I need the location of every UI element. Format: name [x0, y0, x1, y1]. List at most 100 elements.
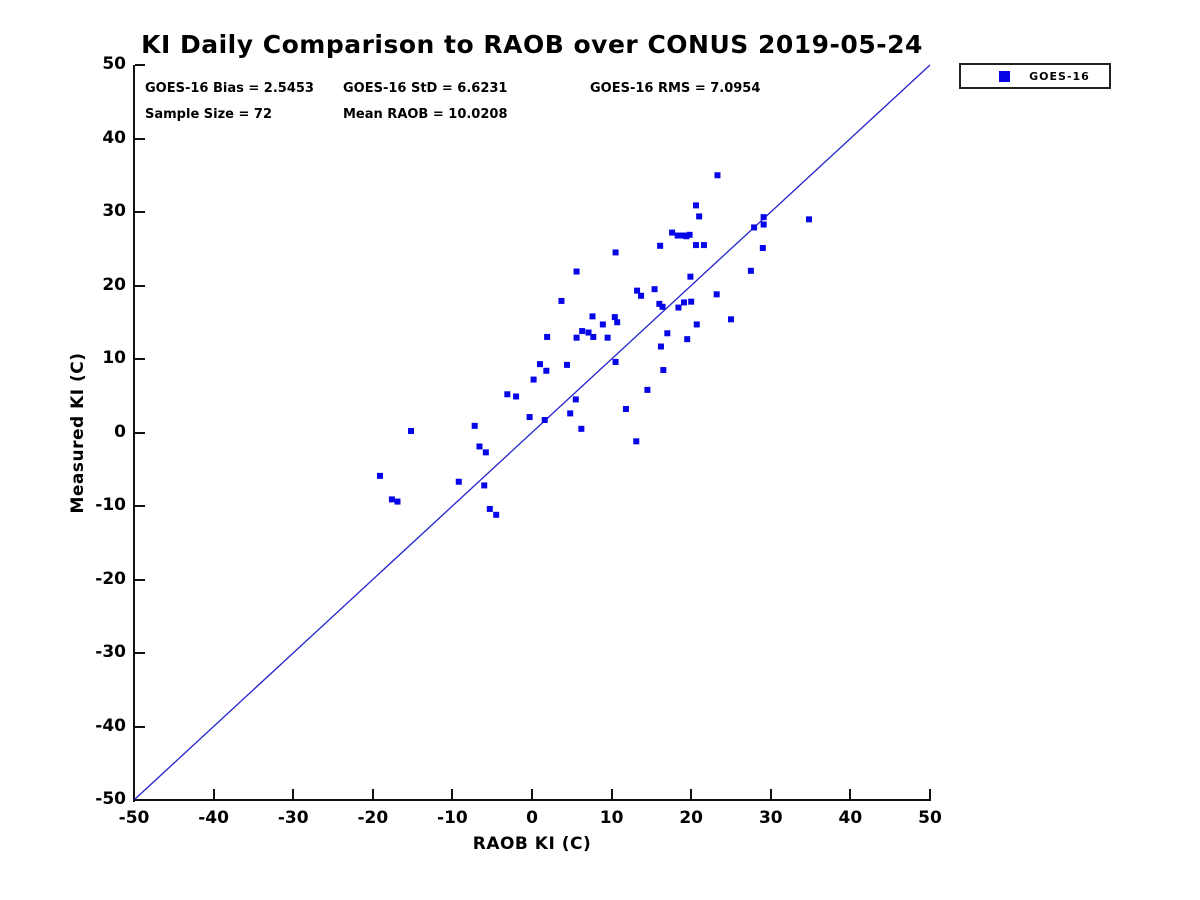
scatter-point: [751, 224, 758, 231]
scatter-point: [612, 358, 619, 365]
scatter-point: [681, 299, 688, 306]
x-tick-label: 50: [918, 808, 942, 828]
stat-sample-size: Sample Size = 72: [145, 107, 273, 122]
y-tick-mark: [135, 358, 145, 360]
y-tick-label: -20: [95, 568, 126, 589]
scatter-point: [684, 336, 691, 343]
scatter-point: [376, 472, 383, 479]
scatter-point: [530, 376, 537, 383]
scatter-point: [760, 221, 767, 228]
scatter-point: [493, 511, 500, 518]
x-tick-label: -10: [437, 808, 468, 828]
scatter-point: [504, 391, 511, 398]
y-tick-mark: [135, 64, 145, 66]
scatter-point: [394, 498, 401, 505]
y-axis-label: Measured KI (C): [68, 352, 88, 514]
scatter-point: [481, 482, 488, 489]
x-tick-label: 0: [526, 808, 538, 828]
scatter-point: [614, 319, 621, 326]
scatter-point: [471, 422, 478, 429]
scatter-point: [692, 202, 699, 209]
scatter-point: [486, 505, 493, 512]
scatter-point: [683, 233, 690, 240]
scatter-point: [573, 334, 580, 341]
scatter-point: [669, 229, 676, 236]
y-tick-label: -30: [95, 642, 126, 662]
y-tick-label: 10: [102, 348, 126, 368]
x-tick-mark: [292, 789, 295, 799]
y-tick-label: -10: [95, 495, 126, 515]
x-tick-mark: [451, 789, 454, 799]
scatter-point: [578, 425, 585, 432]
scatter-point: [806, 216, 813, 223]
scatter-point: [589, 313, 596, 320]
y-tick-mark: [135, 578, 145, 581]
scatter-point: [759, 245, 766, 252]
scatter-point: [651, 286, 658, 293]
scatter-point: [567, 410, 574, 417]
scatter-point: [408, 428, 415, 435]
x-tick-label: 10: [599, 808, 624, 828]
stat-rms: GOES-16 RMS = 7.0954: [590, 81, 761, 96]
scatter-point: [656, 300, 663, 307]
y-tick-mark: [135, 652, 145, 654]
x-tick-mark: [690, 789, 693, 799]
x-tick-mark: [531, 789, 533, 799]
x-tick-mark: [371, 789, 374, 799]
identity-line: [133, 64, 931, 801]
x-axis-label: RAOB KI (C): [472, 834, 592, 854]
scatter-point: [590, 333, 597, 340]
x-tick-mark: [929, 789, 931, 799]
scatter-point: [536, 361, 543, 368]
y-tick-mark: [135, 137, 145, 140]
scatter-point: [544, 333, 551, 340]
scatter-point: [572, 396, 579, 403]
scatter-point: [659, 303, 666, 310]
scatter-point: [612, 249, 619, 256]
scatter-point: [604, 334, 611, 341]
y-tick-label: 0: [114, 421, 126, 442]
x-tick-label: 20: [679, 808, 704, 828]
y-tick-mark: [135, 431, 145, 434]
x-tick-label: 40: [838, 808, 863, 828]
stat-std: GOES-16 StD = 6.6231: [343, 81, 508, 96]
scatter-point: [687, 273, 694, 280]
y-tick-mark: [135, 725, 145, 728]
scatter-point: [728, 316, 734, 323]
x-tick-label: -40: [198, 808, 229, 828]
scatter-point: [526, 414, 533, 421]
x-tick-label: -50: [118, 808, 150, 828]
scatter-point: [686, 231, 693, 238]
scatter-point: [513, 393, 520, 400]
y-tick-label: -50: [95, 789, 126, 809]
scatter-point: [622, 405, 629, 412]
legend-box: GOES-16: [959, 63, 1111, 89]
y-tick-label: 30: [102, 201, 126, 221]
y-tick-label: 20: [102, 274, 126, 295]
scatter-point: [638, 292, 645, 299]
scatter-point: [696, 213, 703, 220]
scatter-point: [657, 343, 664, 350]
scatter-point: [675, 304, 682, 311]
scatter-point: [476, 443, 483, 450]
scatter-point: [747, 267, 754, 274]
scatter-point: [688, 298, 695, 305]
x-tick-mark: [212, 789, 215, 799]
y-tick-mark: [135, 505, 145, 507]
legend-marker-icon: [999, 70, 1010, 82]
scatter-point: [700, 242, 707, 249]
scatter-point: [543, 367, 550, 374]
x-axis-line: [133, 799, 931, 801]
y-tick-label: 50: [102, 54, 126, 74]
scatter-point: [760, 214, 767, 221]
scatter-point: [680, 232, 687, 239]
y-tick-mark: [135, 211, 145, 213]
legend-label: GOES-16: [1029, 69, 1090, 83]
scatter-point: [564, 361, 571, 368]
scatter-point: [611, 314, 618, 321]
stat-bias: GOES-16 Bias = 2.5453: [145, 81, 314, 96]
scatter-point: [482, 449, 489, 456]
x-tick-mark: [610, 789, 613, 799]
scatter-point: [692, 242, 699, 249]
scatter-point: [455, 478, 462, 485]
